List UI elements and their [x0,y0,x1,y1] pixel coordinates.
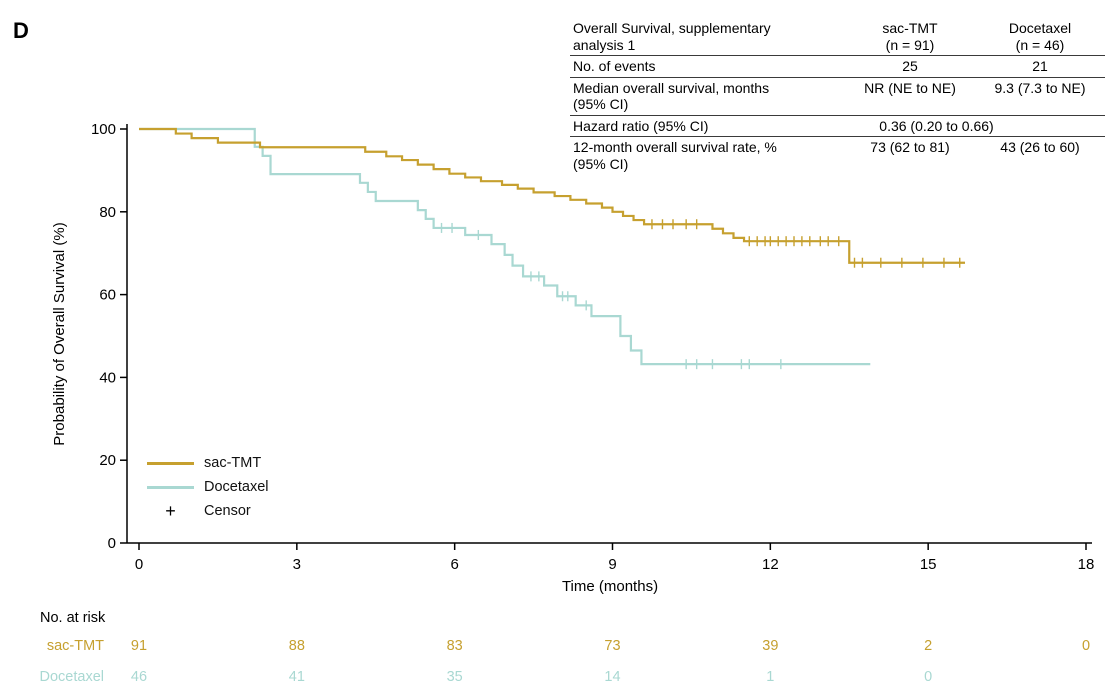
y-axis-title: Probability of Overall Survival (%) [51,222,68,445]
row-value-span: 0.36 (0.20 to 0.66) [845,115,1105,138]
summary-col2-name: Docetaxel [1008,20,1072,36]
risk-value: 0 [924,669,933,685]
y-tick-label: 20 [99,452,116,469]
row-label: 12-month overall survival rate, % (95% C… [573,139,777,172]
row-label: No. of events [570,55,845,78]
x-tick-label: 9 [608,556,616,573]
summary-row-12mo: 12-month overall survival rate, % (95% C… [570,137,1105,175]
risk-value: 91 [130,638,148,654]
x-axis-title: Time (months) [562,578,658,595]
km-chart: Time (months) Probability of Overall Sur… [51,121,1095,595]
risk-value: 2 [924,638,933,654]
legend: sac-TMT Docetaxel + Censor [147,454,268,520]
row-label: Hazard ratio (95% CI) [570,115,845,138]
row-value: 9.3 (7.3 to NE) [975,77,1105,116]
sac-tmt-line-swatch [147,461,194,465]
y-tick-label: 80 [99,204,116,221]
risk-row-label-sac-tmt: sac-TMT [46,638,104,654]
x-tick-label: 6 [450,556,458,573]
risk-value: 46 [130,669,148,685]
summary-row-median: Median overall survival, months (95% CI)… [570,77,1105,116]
row-value: 43 (26 to 60) [1000,139,1080,156]
risk-value: 1 [766,669,775,685]
summary-row-hazard: Hazard ratio (95% CI) 0.36 (0.20 to 0.66… [570,115,1105,138]
legend-label-docetaxel: Docetaxel [204,479,269,495]
row-value: NR (NE to NE) [845,77,975,116]
x-tick-label: 18 [1078,556,1095,573]
legend-label-censor: Censor [204,503,251,519]
x-tick-label: 3 [293,556,301,573]
row-label: Median overall survival, months (95% CI) [570,77,845,116]
summary-title: Overall Survival, supplementary analysis… [570,18,845,57]
y-tick-label: 40 [99,369,116,386]
risk-value: 0 [1081,638,1091,654]
summary-header-row: Overall Survival, supplementary analysis… [570,18,1105,57]
x-tick-label: 0 [135,556,143,573]
censor-plus-icon: + [165,501,176,521]
row-value: 73 (62 to 81) [870,139,950,156]
x-tick-label: 15 [920,556,937,573]
risk-value: 35 [446,669,463,685]
row-value: 25 [845,55,975,78]
risk-value: 83 [446,638,463,654]
risk-value: 14 [604,669,621,685]
row-value: 21 [975,55,1105,78]
y-tick-label: 0 [108,535,116,552]
y-tick-label: 100 [91,121,116,138]
legend-label-sac-tmt: sac-TMT [204,455,262,471]
summary-col-docetaxel: Docetaxel (n = 46) [975,18,1105,57]
risk-value: 88 [288,638,305,654]
summary-row-events: No. of events 25 21 [570,55,1105,78]
x-tick-label: 12 [762,556,779,573]
risk-value: 41 [288,669,305,685]
summary-col1-name: sac-TMT [882,20,938,36]
y-tick-label: 60 [99,287,116,304]
risk-table-title: No. at risk [40,610,106,626]
km-curve-docetaxel [139,127,871,366]
summary-table: Overall Survival, supplementary analysis… [570,18,1105,174]
legend-item-sac-tmt: sac-TMT [147,454,268,472]
summary-col-sac-tmt: sac-TMT (n = 91) [845,18,975,57]
legend-item-censor: + Censor [147,502,268,520]
summary-col2-n: (n = 46) [1015,36,1065,53]
docetaxel-line-swatch [147,485,194,489]
risk-value: 39 [762,638,779,654]
legend-item-docetaxel: Docetaxel [147,478,268,496]
risk-row-label-docetaxel: Docetaxel [39,669,104,685]
panel-label: D [13,18,29,43]
risk-value: 73 [604,638,621,654]
km-curve-sac-tmt [139,127,965,264]
summary-col1-n: (n = 91) [885,36,935,53]
